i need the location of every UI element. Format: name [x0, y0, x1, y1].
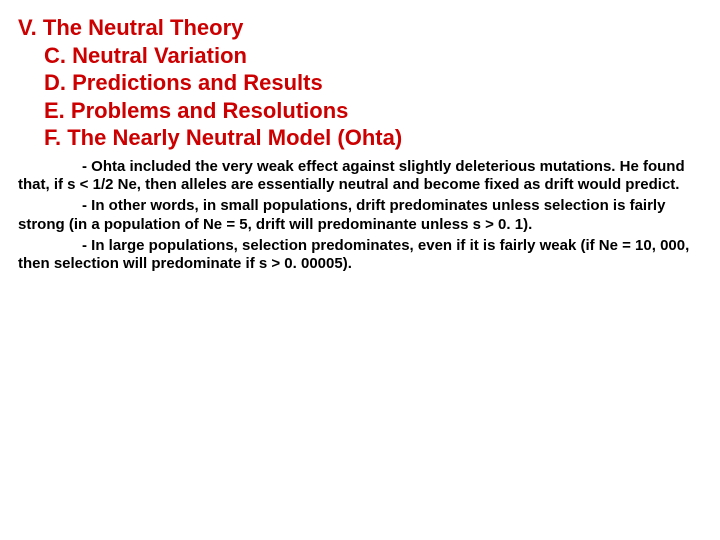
body-text-block: - Ohta included the very weak effect aga… [18, 158, 702, 275]
body-paragraph-2: - In other words, in small populations, … [18, 197, 702, 235]
outline-item-c: C. Neutral Variation [18, 42, 702, 70]
outline-item-e: E. Problems and Resolutions [18, 97, 702, 125]
body-paragraph-3: - In large populations, selection predom… [18, 237, 702, 275]
outline-main-heading: V. The Neutral Theory [18, 14, 702, 42]
outline-item-f: F. The Nearly Neutral Model (Ohta) [18, 124, 702, 152]
outline-item-d: D. Predictions and Results [18, 69, 702, 97]
slide-page: V. The Neutral Theory C. Neutral Variati… [0, 0, 720, 540]
body-paragraph-1: - Ohta included the very weak effect aga… [18, 158, 702, 196]
